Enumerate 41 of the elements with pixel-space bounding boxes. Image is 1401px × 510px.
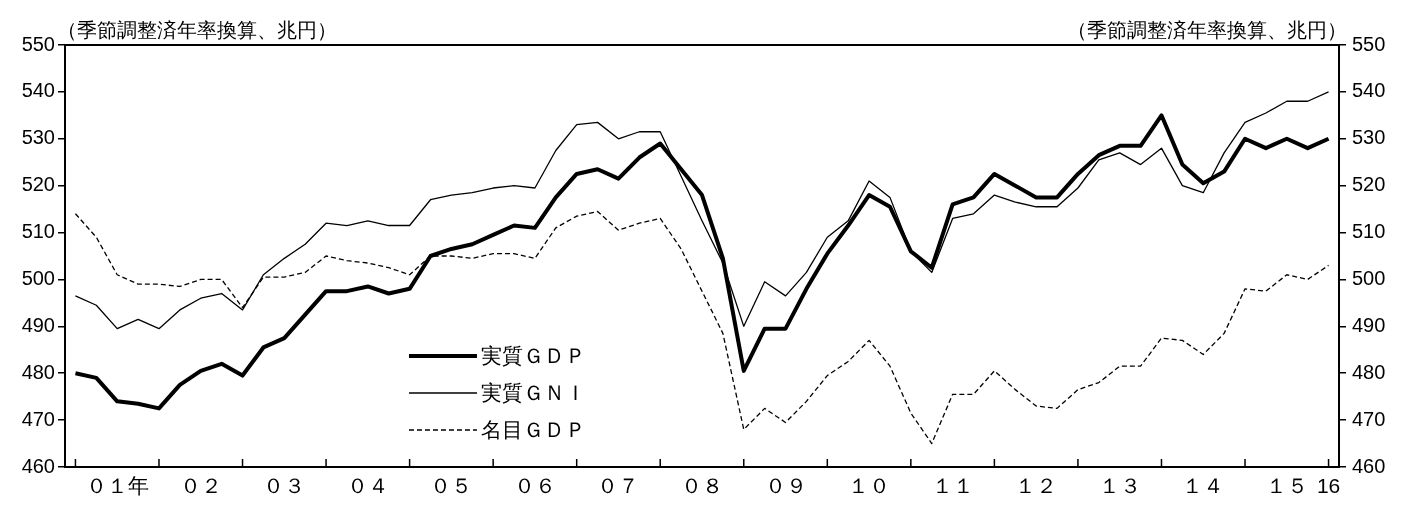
y-axis-title: （季節調整済年率換算、兆円） [57, 18, 337, 41]
y2-tick-label: 520 [1352, 173, 1386, 196]
x-tick-label: １４ [1182, 474, 1225, 498]
x-tick-label: ０４ [346, 474, 389, 498]
x-tick-label: ０２ [179, 474, 222, 498]
y-tick-label: 460 [21, 454, 55, 477]
x-tick-label: １３ [1098, 474, 1141, 498]
x-tick-label: ０５ [430, 474, 473, 498]
y2-tick-label: 550 [1352, 32, 1386, 55]
y-tick-label: 500 [21, 266, 55, 289]
y2-tick-label: 530 [1352, 126, 1386, 149]
x-tick-label: １５ [1265, 474, 1308, 498]
x-tick-label: ０７ [597, 474, 640, 498]
x-tick-label: １０ [848, 474, 891, 498]
y-tick-label: 550 [21, 32, 55, 55]
legend-label: 実質ＧＤＰ [480, 343, 586, 367]
y2-tick-label: 470 [1352, 407, 1386, 430]
legend-label: 実質ＧＮＩ [480, 380, 586, 404]
x-tick-label: ０３ [263, 474, 306, 498]
x-tick-label: １２ [1015, 474, 1058, 498]
x-tick-label: ０６ [513, 474, 556, 498]
y-tick-label: 520 [21, 173, 55, 196]
y-tick-label: 510 [21, 220, 55, 243]
y2-axis-title: （季節調整済年率換算、兆円） [1067, 18, 1347, 41]
y-tick-label: 470 [21, 407, 55, 430]
y2-tick-label: 460 [1352, 454, 1386, 477]
y-tick-label: 490 [21, 313, 55, 336]
y2-tick-label: 540 [1352, 79, 1386, 102]
x-tick-label: ０９ [764, 474, 807, 498]
x-tick-label: 16 [1316, 474, 1341, 498]
x-tick-label: １１ [931, 474, 974, 498]
y2-tick-label: 500 [1352, 266, 1386, 289]
legend-label: 名目ＧＤＰ [480, 417, 586, 441]
y-tick-label: 540 [21, 79, 55, 102]
y2-tick-label: 510 [1352, 220, 1386, 243]
x-tick-label: ０１年 [85, 474, 149, 498]
y-tick-label: 530 [21, 126, 55, 149]
y2-tick-label: 480 [1352, 360, 1386, 383]
y-tick-label: 480 [21, 360, 55, 383]
y2-tick-label: 490 [1352, 313, 1386, 336]
x-tick-label: ０８ [681, 474, 723, 498]
